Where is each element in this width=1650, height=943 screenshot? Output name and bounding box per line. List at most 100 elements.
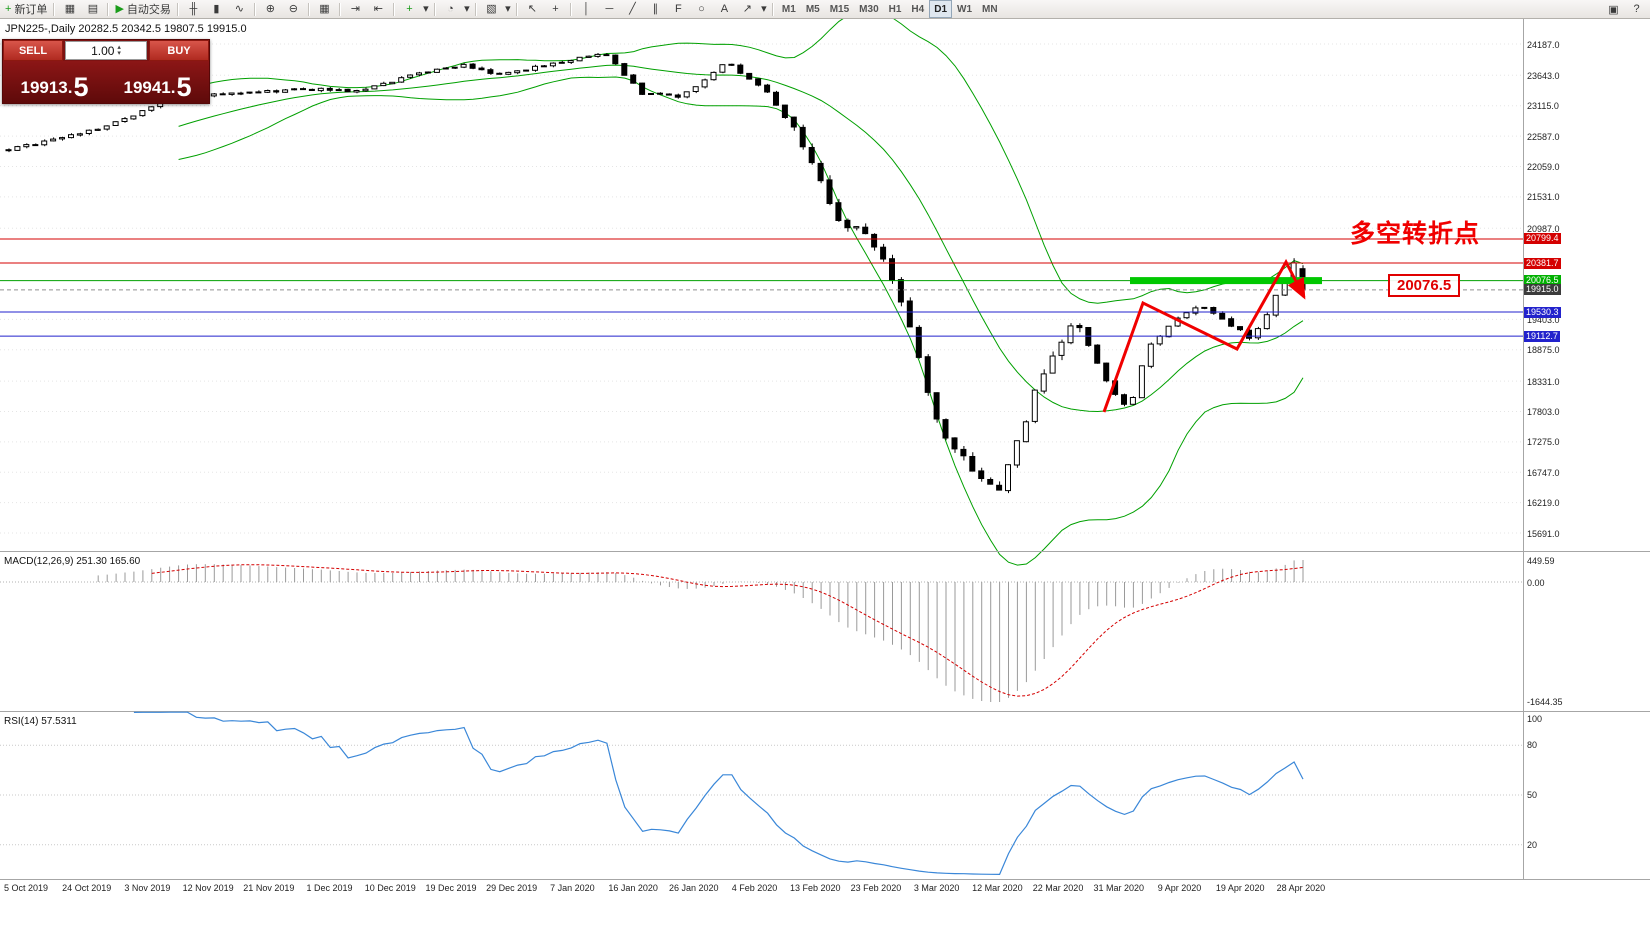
new-order-button[interactable]: + 新订单 bbox=[2, 0, 50, 19]
timeframe-mn-button[interactable]: MN bbox=[982, 3, 998, 15]
timeframe-w1-button[interactable]: W1 bbox=[957, 3, 973, 15]
timeframe-h1-button[interactable]: H1 bbox=[888, 3, 902, 15]
toolbar-group-windows: ▦ ▤ bbox=[58, 0, 104, 18]
price-axis-tick: 22059.0 bbox=[1527, 161, 1560, 172]
channel-icon[interactable]: ∥ bbox=[644, 0, 667, 19]
candlestick-chart-icon: ▮ bbox=[213, 2, 220, 15]
date-axis-tick: 26 Jan 2020 bbox=[669, 883, 719, 893]
toolbar-group-scroll: ⇥ ⇤ bbox=[344, 0, 390, 18]
volume-input[interactable]: 1.00 ▴ ▾ bbox=[65, 41, 147, 60]
help-icon[interactable]: ? bbox=[1633, 3, 1640, 15]
new-order-button-label: 新订单 bbox=[14, 4, 48, 16]
vertical-line-icon[interactable]: │ bbox=[575, 0, 598, 19]
new-chart-icon: + bbox=[406, 2, 413, 15]
date-axis-tick: 29 Dec 2019 bbox=[486, 883, 538, 893]
date-axis-tick: 21 Nov 2019 bbox=[243, 883, 295, 893]
fibonacci-icon: F bbox=[675, 2, 682, 15]
toolbar-separator bbox=[515, 2, 518, 16]
candles bbox=[5, 53, 1306, 494]
one-click-trading-panel[interactable]: SELL 1.00 ▴ ▾ BUY 19913. 5 19941. 5 bbox=[2, 39, 210, 104]
terminal-icon[interactable]: ▤ bbox=[81, 0, 104, 19]
auto-trading-button[interactable]: ▶ 自动交易 bbox=[112, 0, 173, 19]
cursor-icon[interactable]: ↖ bbox=[521, 0, 544, 19]
macd-signal-line bbox=[151, 564, 1304, 697]
shapes-icon[interactable]: ○ bbox=[690, 0, 713, 19]
toolbar-separator bbox=[771, 2, 774, 16]
tile-windows-icon[interactable]: ▦ bbox=[313, 0, 336, 19]
template-icon: ▧ bbox=[486, 2, 497, 15]
toolbar-group-layout: ▦ bbox=[313, 0, 336, 18]
draw-dropdown-icon[interactable]: ▾ bbox=[759, 0, 769, 19]
market-watch-icon[interactable]: ▦ bbox=[58, 0, 81, 19]
volume-up-icon[interactable]: ▴ bbox=[117, 43, 121, 51]
red-trend-arrow[interactable] bbox=[1102, 258, 1306, 413]
period-icon[interactable]: ◔ bbox=[439, 0, 462, 19]
timeframe-m15-button[interactable]: M15 bbox=[829, 3, 850, 15]
date-axis-tick: 3 Nov 2019 bbox=[124, 883, 171, 893]
text-icon[interactable]: A bbox=[713, 0, 736, 19]
chart-shift-icon: ⇤ bbox=[373, 2, 384, 15]
timeframe-m1-button[interactable]: M1 bbox=[781, 3, 796, 15]
green-support-zone[interactable] bbox=[1130, 277, 1322, 285]
volume-value[interactable]: 1.00 bbox=[91, 43, 115, 58]
timeframe-h4-button[interactable]: H4 bbox=[911, 3, 925, 15]
toolbar: + 新订单 ▦ ▤ ▶ 自动交易 ╫ ▮ ∿ ⊕ ⊖ ▦ ⇥ ⇤ + ▾ ◔ ▾ ▧ ▾ ↖ + │ ─ ╱ ∥ F ○ A ↗ ▾ M1 M5… bbox=[0, 0, 1650, 19]
date-axis-tick: 10 Dec 2019 bbox=[364, 883, 416, 893]
candlestick-chart-icon[interactable]: ▮ bbox=[205, 0, 228, 19]
sell-button[interactable]: SELL bbox=[3, 40, 63, 61]
toolbar-group-draw: │ ─ ╱ ∥ F ○ A ↗ ▾ bbox=[575, 0, 769, 18]
fibonacci-icon[interactable]: F bbox=[667, 0, 690, 19]
zoom-in-icon[interactable]: ⊕ bbox=[259, 0, 282, 19]
shapes-icon: ○ bbox=[698, 2, 705, 15]
new-chart-dropdown-icon[interactable]: ▾ bbox=[421, 0, 431, 19]
price-axis-tick: 24187.0 bbox=[1527, 39, 1560, 50]
sell-price[interactable]: 19913. 5 bbox=[3, 61, 106, 103]
timeframe-m5-button[interactable]: M5 bbox=[805, 3, 820, 15]
toolbar-separator bbox=[253, 2, 256, 16]
template-dropdown-icon[interactable]: ▾ bbox=[503, 0, 513, 19]
grid-lines bbox=[0, 43, 1523, 534]
template-icon[interactable]: ▧ bbox=[480, 0, 503, 19]
price-axis-tick: 18331.0 bbox=[1527, 376, 1560, 387]
trendline-icon[interactable]: ╱ bbox=[621, 0, 644, 19]
zoom-out-icon: ⊖ bbox=[288, 2, 299, 15]
rsi-line bbox=[133, 711, 1304, 876]
sell-price-big-digit: 5 bbox=[73, 72, 89, 102]
date-axis-tick: 5 Oct 2019 bbox=[3, 883, 49, 893]
price-axis-tick: 22587.0 bbox=[1527, 131, 1560, 142]
crosshair-icon[interactable]: + bbox=[544, 0, 567, 19]
new-chart-icon[interactable]: + bbox=[398, 0, 421, 19]
macd-label: MACD(12,26,9) 251.30 165.60 bbox=[4, 556, 141, 567]
price-line-tag: 19915.0 bbox=[1524, 284, 1561, 296]
toolbar-group-period: ◔ ▾ bbox=[439, 0, 472, 18]
zoom-out-icon[interactable]: ⊖ bbox=[282, 0, 305, 19]
line-chart-icon[interactable]: ∿ bbox=[228, 0, 251, 19]
template-dropdown-icon: ▾ bbox=[505, 2, 511, 15]
date-axis-tick: 31 Mar 2020 bbox=[1093, 883, 1145, 893]
rsi-scale-20: 20 bbox=[1527, 839, 1538, 850]
date-axis-tick: 12 Mar 2020 bbox=[972, 883, 1023, 893]
price-axis-tick: 17275.0 bbox=[1527, 437, 1560, 448]
period-dropdown-icon[interactable]: ▾ bbox=[462, 0, 472, 19]
volume-down-icon[interactable]: ▾ bbox=[117, 49, 121, 57]
macd-scale-bottom: -1644.35 bbox=[1527, 697, 1563, 707]
timeframe-d1-button[interactable]: D1 bbox=[929, 0, 953, 18]
arrange-windows-icon[interactable]: ▣ bbox=[1608, 3, 1619, 16]
date-axis-tick: 23 Feb 2020 bbox=[850, 883, 902, 893]
toolbar-separator bbox=[433, 2, 436, 16]
horizontal-line-icon[interactable]: ─ bbox=[598, 0, 621, 19]
buy-price[interactable]: 19941. 5 bbox=[106, 61, 209, 103]
bar-chart-icon[interactable]: ╫ bbox=[182, 0, 205, 19]
timeframe-group: M1 M5 M15 M30 H1 H4 D1 W1 MN bbox=[777, 0, 1003, 18]
buy-price-main: 19941. bbox=[123, 78, 176, 97]
toolbar-separator bbox=[107, 2, 110, 16]
chart-shift-icon[interactable]: ⇤ bbox=[367, 0, 390, 19]
timeframe-m30-button[interactable]: M30 bbox=[859, 3, 879, 15]
buy-button[interactable]: BUY bbox=[149, 40, 209, 61]
arrows-icon[interactable]: ↗ bbox=[736, 0, 759, 19]
toolbar-group-zoom: ⊕ ⊖ bbox=[259, 0, 305, 18]
auto-scroll-icon[interactable]: ⇥ bbox=[344, 0, 367, 19]
date-axis-tick: 1 Dec 2019 bbox=[306, 883, 353, 893]
